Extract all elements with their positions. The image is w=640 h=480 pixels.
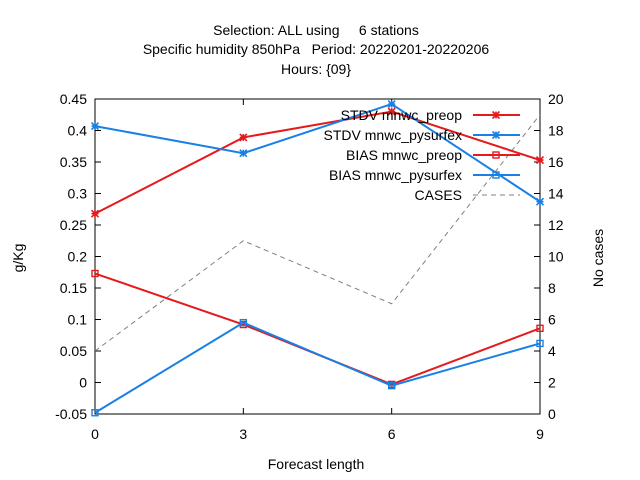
- series-line: [94, 321, 541, 414]
- data-point: [239, 149, 248, 158]
- y-axis-label: g/Kg: [10, 244, 26, 273]
- y2-tick-label: 4: [548, 343, 556, 359]
- legend-label: BIAS mnwc_preop: [346, 147, 462, 163]
- x-tick-label: 6: [388, 426, 396, 442]
- y2-tick-label: 20: [548, 91, 564, 107]
- data-point: [387, 107, 396, 116]
- data-point: [90, 209, 100, 218]
- data-point: [239, 133, 248, 142]
- legend-label: BIAS mnwc_pysurfex: [329, 167, 462, 183]
- plot-border: [94, 98, 541, 415]
- y2-tick-label: 10: [548, 249, 564, 265]
- y-tick-label: 0.15: [60, 280, 87, 296]
- series-line: [94, 110, 541, 215]
- data-point: [535, 156, 545, 165]
- legend: STDV mnwc_preop STDV mnwc_pysurfex BIAS mn…: [324, 107, 520, 203]
- legend-label: STDV mnwc_preop: [341, 107, 463, 123]
- y2-tick-label: 18: [548, 123, 564, 139]
- series-layer: [90, 99, 545, 417]
- data-point: [536, 324, 544, 333]
- y-tick-label: 0.3: [68, 186, 88, 202]
- y-tick-label: 0: [79, 375, 87, 391]
- y-tick-label: -0.05: [55, 406, 87, 422]
- y2-tick-label: 0: [548, 406, 556, 422]
- y2-tick-label: 12: [548, 217, 564, 233]
- y-tick-label: 0.45: [60, 91, 87, 107]
- y2-tick-label: 2: [548, 375, 556, 391]
- legend-label: CASES: [415, 187, 462, 203]
- data-point: [91, 409, 99, 417]
- y2-axis-label: No cases: [590, 229, 606, 287]
- series-line: [94, 114, 541, 352]
- series-3: [91, 318, 544, 417]
- y2-axis-ticks: 0 2 4 6 8 10 12 14 16 18 20: [534, 91, 564, 422]
- data-point: [91, 269, 99, 278]
- data-point: [535, 197, 545, 206]
- series-4: [94, 114, 541, 352]
- y-tick-label: 0.2: [68, 249, 88, 265]
- series-line: [94, 272, 541, 386]
- x-tick-label: 3: [239, 426, 247, 442]
- y-tick-label: 0.05: [60, 343, 87, 359]
- data-point: [387, 99, 396, 109]
- series-line: [94, 102, 541, 203]
- y2-tick-label: 14: [548, 186, 564, 202]
- data-point: [90, 122, 100, 131]
- legend-marker: [492, 151, 500, 159]
- series-1: [90, 99, 545, 206]
- legend-marker: [491, 110, 501, 120]
- data-point: [239, 318, 248, 327]
- title-line: Selection: ALL using 6 stations: [213, 22, 419, 38]
- y2-tick-label: 16: [548, 154, 564, 170]
- data-point: [387, 381, 396, 390]
- y-tick-label: 0.4: [68, 123, 88, 139]
- y-tick-label: 0.1: [68, 312, 88, 328]
- legend-label: STDV mnwc_pysurfex: [324, 127, 462, 143]
- plot-frame: [94, 98, 541, 415]
- legend-marker: [491, 130, 501, 140]
- title-line: Specific humidity 850hPa Period: 2022020…: [143, 41, 490, 57]
- x-axis-ticks: 0 3 6 9: [91, 99, 544, 442]
- y-tick-label: 0.35: [60, 154, 87, 170]
- series-0: [90, 107, 545, 218]
- x-tick-label: 9: [536, 426, 544, 442]
- y2-tick-label: 6: [548, 312, 556, 328]
- series-2: [91, 269, 544, 389]
- data-point: [536, 339, 544, 348]
- y2-tick-label: 8: [548, 280, 556, 296]
- legend-marker: [492, 171, 500, 179]
- y-axis-ticks: -0.05 0 0.05 0.1 0.15 0.2 0.25 0.3 0.35 0.4 0.45: [55, 91, 540, 422]
- x-tick-label: 0: [91, 426, 99, 442]
- x-axis-label: Forecast length: [268, 456, 365, 472]
- y-tick-label: 0.25: [60, 217, 87, 233]
- title-line: Hours: {09}: [281, 61, 351, 77]
- chart-title: Selection: ALL using 6 stations Specific …: [143, 22, 490, 77]
